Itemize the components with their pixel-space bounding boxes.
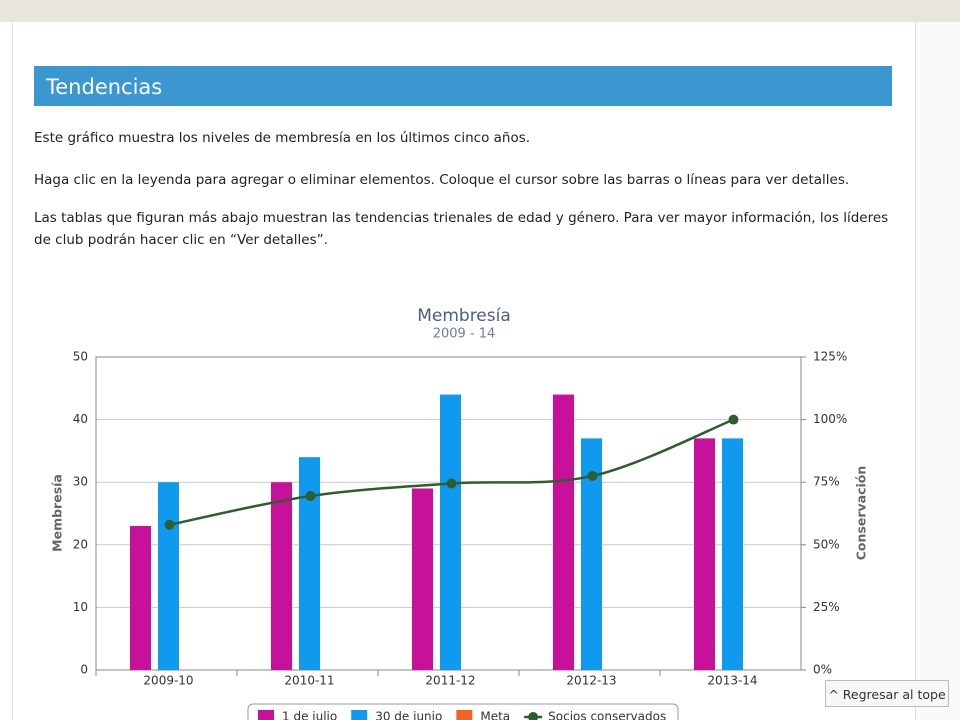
y-tick-label: 10 xyxy=(73,600,88,614)
x-tick-label: 2011-12 xyxy=(425,674,475,688)
bar xyxy=(299,457,320,670)
bar xyxy=(158,482,179,670)
line-marker xyxy=(728,414,739,425)
legend-label[interactable]: Meta xyxy=(480,710,510,720)
legend-swatch xyxy=(258,710,274,720)
y2-tick-label: 50% xyxy=(813,537,840,551)
legend-label[interactable]: 1 de julio xyxy=(282,710,337,720)
line-marker xyxy=(305,490,316,501)
bar xyxy=(581,438,602,670)
y2-tick-label: 75% xyxy=(813,475,840,489)
back-to-top-button[interactable]: ^ Regresar al tope xyxy=(825,680,949,707)
legend-swatch xyxy=(456,710,473,720)
y2-tick-label: 100% xyxy=(813,412,847,426)
bar xyxy=(694,438,715,670)
y-tick-label: 50 xyxy=(73,350,88,364)
legend-label[interactable]: Socios conservados xyxy=(548,710,666,720)
bar xyxy=(271,482,292,670)
left-border xyxy=(12,22,13,720)
chart-subtitle: 2009 - 14 xyxy=(433,327,496,342)
chart-title: Membresía xyxy=(417,306,511,326)
line-marker xyxy=(164,519,175,530)
paragraph: Este gráfico muestra los niveles de memb… xyxy=(34,130,531,146)
y-tick-label: 40 xyxy=(73,412,88,426)
bar xyxy=(553,394,574,670)
legend-label[interactable]: 30 de junio xyxy=(375,710,442,720)
y-axis-title: Membresía xyxy=(50,474,65,552)
bar xyxy=(722,438,743,670)
legend-swatch xyxy=(351,710,368,720)
y-tick-label: 0 xyxy=(80,663,88,677)
paragraph: Las tablas que figuran más abajo muestra… xyxy=(34,210,889,248)
paragraph: Haga clic en la leyenda para agregar o e… xyxy=(34,172,850,188)
top-bar xyxy=(0,0,960,22)
bar xyxy=(412,488,433,670)
bar xyxy=(130,526,151,670)
line-marker xyxy=(446,478,457,489)
line-marker xyxy=(587,470,598,481)
chart: Membresía 2009 - 14 Membresía Conservaci… xyxy=(50,306,869,720)
x-tick-label: 2010-11 xyxy=(284,674,334,688)
y-tick-label: 20 xyxy=(73,537,88,551)
legend-swatch xyxy=(528,712,539,720)
x-tick-label: 2009-10 xyxy=(143,674,193,688)
y2-tick-label: 125% xyxy=(813,350,847,364)
y-tick-label: 30 xyxy=(73,475,88,489)
section-header: Tendencias xyxy=(34,66,892,106)
bar xyxy=(440,394,461,670)
y2-axis-title: Conservación xyxy=(854,466,869,561)
y2-tick-label: 0% xyxy=(813,663,832,677)
right-border xyxy=(915,22,960,720)
x-tick-label: 2013-14 xyxy=(707,674,757,688)
y2-tick-label: 25% xyxy=(813,600,840,614)
x-tick-label: 2012-13 xyxy=(566,674,616,688)
